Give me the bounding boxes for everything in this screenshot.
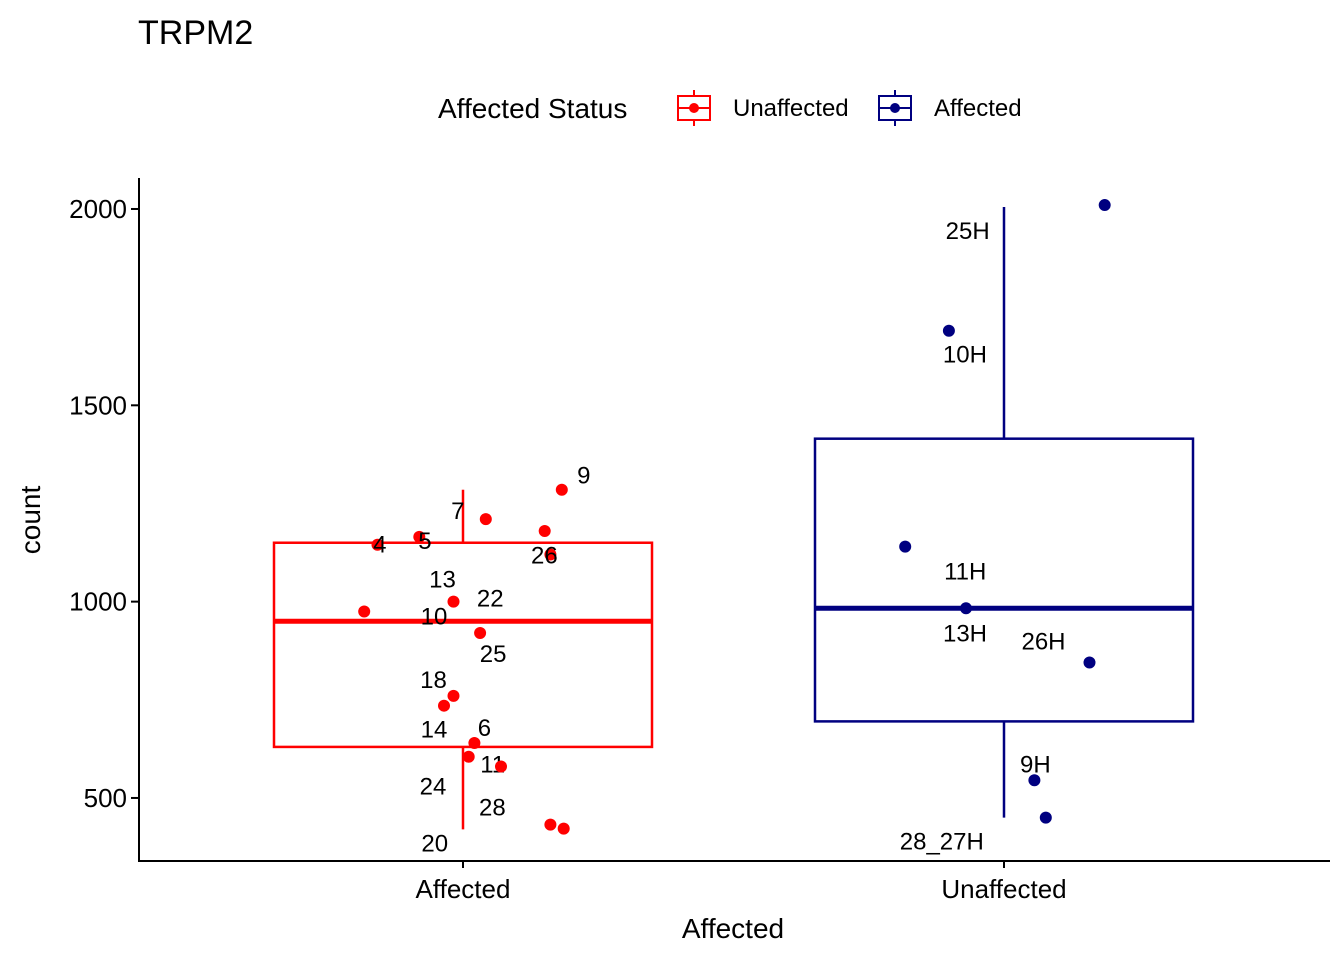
- data-point: [468, 736, 481, 749]
- y-axis-title: count: [15, 486, 46, 555]
- legend-label-unaffected: Unaffected: [733, 95, 849, 122]
- legend: Affected Status Unaffected Affected: [438, 90, 1022, 126]
- y-tick-label: 2000: [69, 194, 127, 224]
- data-point: [413, 530, 426, 543]
- data-point: [447, 689, 460, 702]
- box: [272, 541, 654, 749]
- x-ticks: Affected Unaffected: [416, 860, 1067, 904]
- point-label: 13H: [943, 620, 987, 647]
- data-point: [438, 699, 450, 712]
- data-point: [371, 538, 384, 551]
- point-label: 26H: [1021, 628, 1065, 655]
- data-point: [1028, 774, 1041, 787]
- data-point: [474, 627, 487, 640]
- point-label: 26: [531, 543, 558, 570]
- x-tick-label: Affected: [416, 874, 511, 904]
- y-tick-label: 500: [84, 783, 127, 813]
- point-label: 14: [421, 717, 448, 744]
- data-point: [544, 818, 557, 831]
- data-point: [479, 513, 492, 526]
- point-label: 11H: [944, 559, 986, 586]
- point-label: 28_27H: [900, 829, 984, 856]
- point-label: 10: [421, 603, 448, 630]
- data-point: [544, 548, 557, 561]
- point-label: 25: [480, 641, 507, 668]
- point-label: 20: [421, 831, 448, 858]
- x-axis-title: Affected: [682, 913, 784, 944]
- point-label: 5: [418, 528, 431, 555]
- point-label: 22: [477, 585, 504, 612]
- legend-title: Affected Status: [438, 93, 627, 124]
- data-point: [557, 822, 570, 835]
- data-point: [538, 524, 551, 537]
- point-label: 4: [373, 532, 386, 559]
- point-label: 28: [479, 795, 506, 822]
- point-label: 6: [478, 715, 491, 742]
- point-label: 10H: [943, 342, 987, 369]
- point-label: 25H: [946, 218, 990, 245]
- point-label: 9H: [1020, 751, 1051, 778]
- point-label: 7: [451, 498, 464, 525]
- axes: [138, 178, 1330, 862]
- legend-key-affected: [878, 90, 912, 126]
- legend-key-unaffected: [677, 90, 711, 126]
- data-point: [555, 483, 568, 496]
- y-tick-label: 1000: [69, 587, 127, 617]
- legend-label-affected: Affected: [934, 95, 1022, 122]
- point-label: 24: [420, 774, 447, 801]
- data-point: [942, 324, 955, 337]
- point-label: 9: [577, 463, 590, 490]
- chart-title: TRPM2: [138, 14, 253, 52]
- data-point: [447, 595, 460, 608]
- data-point: [1039, 811, 1052, 824]
- boxplot-unaffected: 25H 10H 11H 13H 26H 9H 28_27H: [813, 199, 1195, 856]
- data-point: [462, 750, 475, 763]
- y-ticks: 500 1000 1500 2000: [69, 194, 139, 813]
- data-point: [495, 760, 507, 773]
- data-point: [358, 605, 371, 618]
- box: [813, 437, 1195, 723]
- data-point: [1083, 656, 1096, 669]
- data-point: [899, 540, 912, 553]
- point-label: 18: [420, 667, 447, 694]
- data-point: [960, 602, 972, 615]
- x-tick-label: Unaffected: [941, 874, 1066, 904]
- point-label: 13: [429, 567, 456, 594]
- y-tick-label: 1500: [69, 390, 127, 420]
- data-point: [1098, 199, 1111, 212]
